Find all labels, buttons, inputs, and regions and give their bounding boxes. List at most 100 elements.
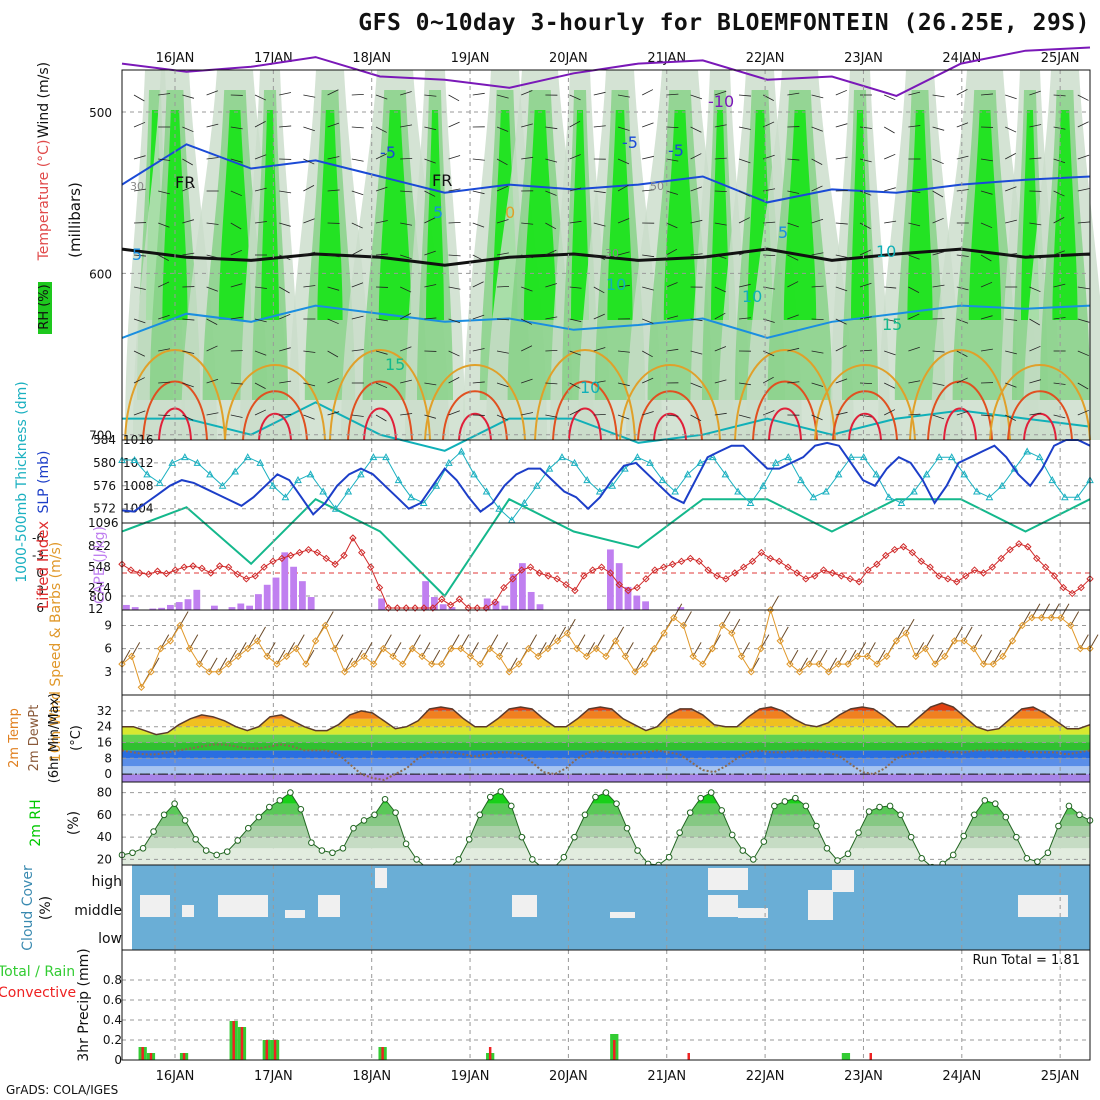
rh-point — [949, 851, 957, 859]
convective-bar — [182, 1053, 186, 1060]
wind-label: Wind (m/s) — [36, 62, 52, 138]
li-point — [784, 563, 792, 571]
thickness-point — [834, 470, 843, 478]
slp-tick: 1008 — [123, 479, 154, 493]
wind-barb — [472, 222, 485, 228]
wind-barb — [690, 318, 703, 322]
rh-point — [613, 800, 620, 808]
wind-barb — [642, 155, 654, 160]
rh-point — [402, 840, 410, 848]
wind-point — [224, 660, 233, 668]
wind-barb — [206, 254, 219, 259]
thickness-point — [721, 470, 730, 478]
rh-point — [413, 856, 420, 863]
rh-point — [728, 831, 736, 839]
contour-label: FR — [175, 173, 195, 192]
cloud-block — [512, 895, 537, 917]
wind-barb — [811, 350, 824, 354]
thickness-tick: 580 — [93, 456, 116, 470]
li-point — [961, 572, 970, 580]
wind-barb — [859, 414, 872, 418]
wind-barb — [738, 283, 751, 288]
wind-barb — [206, 157, 219, 160]
wind-barb — [182, 219, 195, 224]
wind-barb — [811, 382, 824, 387]
li-point — [979, 569, 988, 577]
li-point — [953, 578, 961, 586]
li-point — [917, 557, 925, 566]
wind-barb — [569, 318, 582, 323]
wind-barb — [327, 318, 339, 325]
wind-point — [515, 660, 523, 668]
wind-barb — [400, 222, 413, 226]
wind-point — [1066, 621, 1075, 630]
wind-barb — [666, 158, 679, 162]
thickness-point — [784, 453, 793, 461]
thickness-point — [369, 453, 378, 461]
thickness-point — [344, 487, 353, 495]
wind-point — [776, 637, 784, 645]
rh-shading — [426, 110, 444, 320]
rh-point — [244, 824, 252, 832]
isotherm-hot — [552, 380, 618, 441]
cape-tick: 1096 — [88, 516, 119, 530]
wind-point — [863, 652, 872, 661]
date-label-bottom: 21JAN — [647, 1069, 686, 1084]
wind-barb — [375, 382, 388, 389]
wind-barb — [496, 318, 509, 321]
wind-point — [941, 652, 949, 661]
rh-shading — [261, 110, 279, 320]
wind-point — [563, 629, 571, 637]
wind-barb — [956, 89, 968, 96]
wind-barb — [956, 318, 969, 324]
contour-label: 10 — [580, 378, 600, 397]
cape-bar — [527, 591, 535, 610]
wind-barb — [1053, 217, 1065, 224]
wind-point — [137, 683, 146, 691]
rh-legend-swatch — [38, 282, 52, 334]
wind-barb — [1077, 221, 1090, 224]
wind-point — [795, 668, 804, 676]
li-point — [1077, 583, 1085, 592]
wind-point — [360, 652, 368, 661]
li-point — [162, 569, 171, 578]
wind-barb — [1029, 90, 1041, 96]
wind-barb — [303, 414, 315, 420]
wind-point — [699, 660, 707, 668]
thickness-point — [294, 476, 302, 484]
wind-barb — [714, 412, 727, 416]
wind-barb — [787, 254, 799, 261]
rh-point — [918, 855, 925, 862]
thickness-point — [885, 493, 893, 501]
li-point — [1059, 583, 1068, 592]
wind-barb — [351, 222, 363, 229]
cape-bar — [255, 594, 262, 610]
wind-barb — [448, 318, 461, 324]
convective-bar — [273, 1040, 277, 1060]
wind-barb — [351, 126, 364, 129]
wind-barb — [327, 156, 340, 160]
li-point — [171, 566, 179, 574]
rh-point — [634, 847, 641, 854]
li-point — [677, 557, 686, 566]
rh-tick: 40 — [97, 830, 112, 844]
chart-title: GFS 0~10day 3-hourly for BLOEMFONTEIN (2… — [358, 10, 1090, 36]
wind-barb — [811, 252, 824, 256]
rh-tick: 20 — [97, 852, 112, 866]
li-point — [846, 575, 854, 583]
thickness-point — [218, 481, 227, 489]
wind-barb — [1029, 286, 1041, 293]
wind-barb — [521, 378, 533, 384]
contour-label: 0 — [505, 203, 515, 222]
wind-point — [592, 644, 601, 653]
isotherm-very-hot — [768, 407, 802, 441]
temp-label-1: 2m Temp — [7, 708, 22, 768]
thickness-point — [306, 470, 315, 478]
pressure-axis-label: (millibars) — [66, 182, 84, 258]
rh-unit: (%) — [66, 811, 82, 835]
wind-barb — [738, 158, 751, 164]
cape-bar — [246, 605, 253, 610]
rh-point — [981, 797, 989, 804]
wind-barb — [545, 414, 558, 418]
cloud-block — [1018, 895, 1068, 917]
